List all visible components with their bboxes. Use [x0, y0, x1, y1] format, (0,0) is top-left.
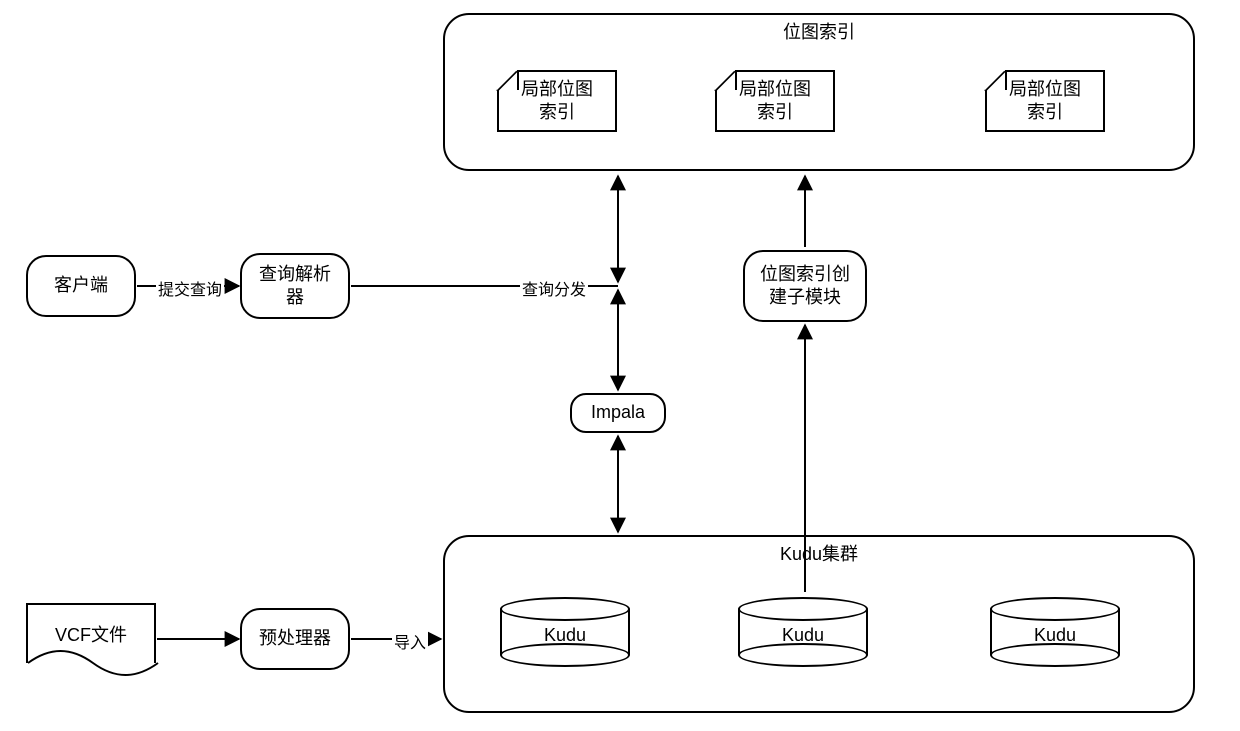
node-local-idx-2-label: 局部位图 索引 — [739, 78, 811, 125]
node-kudu-1-label: Kudu — [500, 625, 630, 646]
node-local-idx-2: 局部位图 索引 — [715, 70, 835, 132]
edge-label-import: 导入 — [392, 629, 428, 653]
node-vcf-file-label: VCF文件 — [55, 621, 127, 647]
node-query-parser: 查询解析 器 — [240, 253, 350, 319]
group-bitmap-index-title: 位图索引 — [445, 21, 1193, 44]
node-query-parser-label: 查询解析 器 — [259, 263, 331, 310]
node-local-idx-1-label: 局部位图 索引 — [521, 78, 593, 125]
node-preprocessor-label: 预处理器 — [259, 627, 331, 650]
node-local-idx-3: 局部位图 索引 — [985, 70, 1105, 132]
node-kudu-2-label: Kudu — [738, 625, 868, 646]
edge-label-dispatch-query: 查询分发 — [520, 276, 588, 300]
node-client: 客户端 — [26, 255, 136, 317]
node-kudu-3-label: Kudu — [990, 625, 1120, 646]
node-bitmap-builder-label: 位图索引创 建子模块 — [760, 263, 850, 310]
node-vcf-file: VCF文件 — [26, 603, 156, 663]
node-impala-label: Impala — [591, 401, 645, 424]
node-local-idx-3-label: 局部位图 索引 — [1009, 78, 1081, 125]
node-impala: Impala — [570, 393, 666, 433]
edge-label-submit-query: 提交查询 — [156, 276, 224, 300]
node-local-idx-1: 局部位图 索引 — [497, 70, 617, 132]
node-bitmap-builder: 位图索引创 建子模块 — [743, 250, 867, 322]
node-client-label: 客户端 — [54, 274, 108, 297]
group-kudu-cluster-title: Kudu集群 — [445, 543, 1193, 566]
node-kudu-2: Kudu — [738, 597, 868, 667]
node-preprocessor: 预处理器 — [240, 608, 350, 670]
node-kudu-3: Kudu — [990, 597, 1120, 667]
node-kudu-1: Kudu — [500, 597, 630, 667]
